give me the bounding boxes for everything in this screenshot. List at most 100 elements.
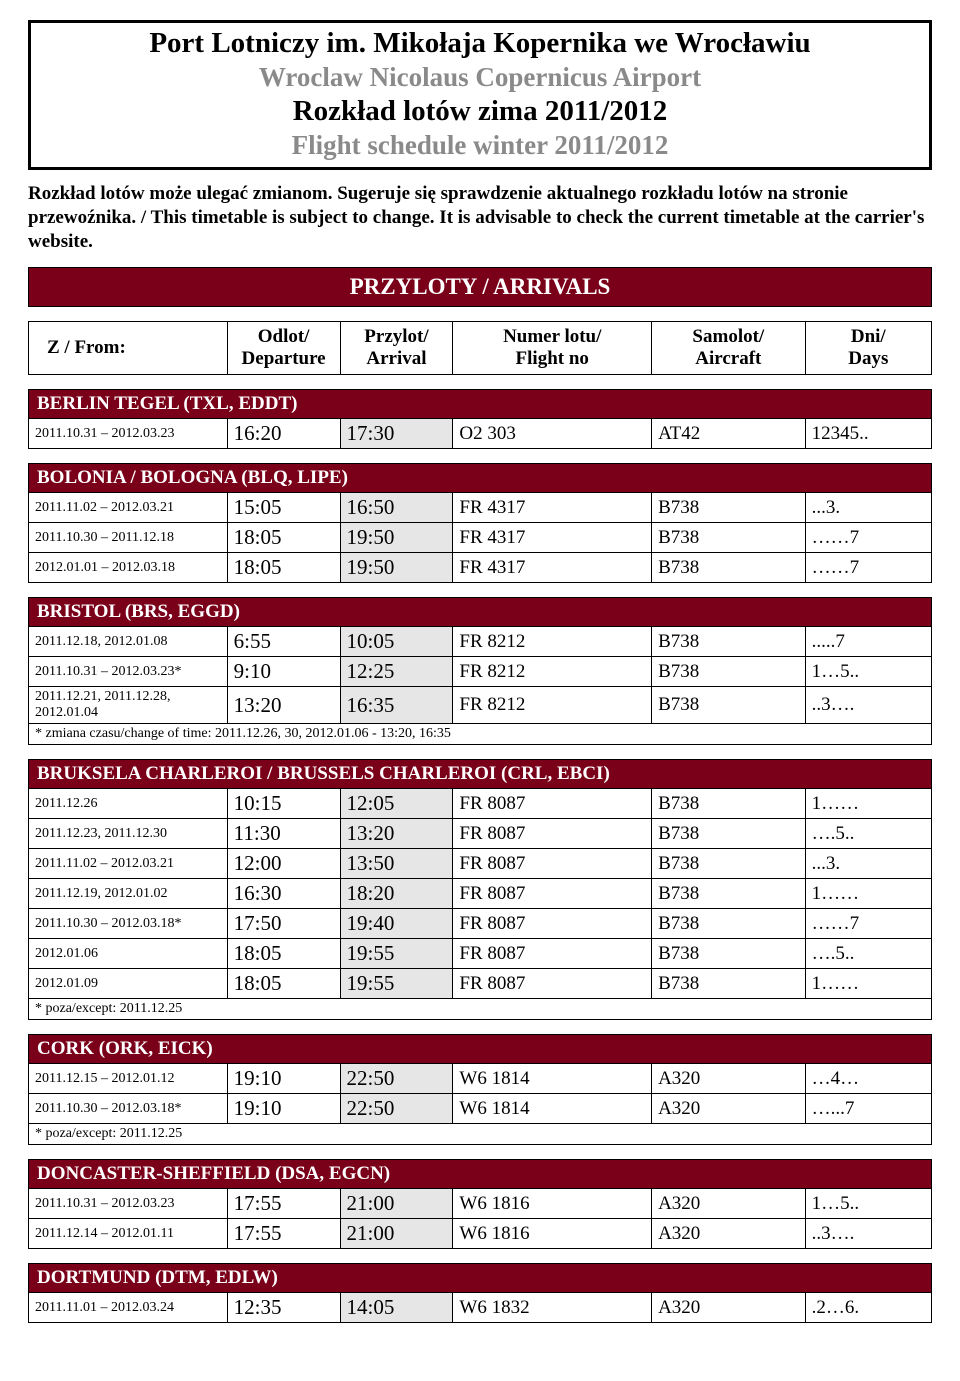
- flight-row: 2012.01.01 – 2012.03.1818:0519:50FR 4317…: [29, 553, 932, 583]
- departure-time: 19:10: [227, 1094, 340, 1124]
- departure-time: 17:50: [227, 909, 340, 939]
- arrival-time: 12:25: [340, 657, 453, 687]
- flight-row: 2011.12.23, 2011.12.3011:3013:20FR 8087B…: [29, 819, 932, 849]
- arrival-time: 16:35: [340, 687, 453, 724]
- col-dep: Odlot/Departure: [227, 322, 340, 375]
- aircraft-type: B738: [652, 657, 806, 687]
- flight-table: 2011.12.18, 2012.01.086:5510:05FR 8212B7…: [28, 626, 932, 745]
- flight-row: 2011.10.31 – 2012.03.23*9:1012:25FR 8212…: [29, 657, 932, 687]
- flight-row: 2011.12.15 – 2012.01.1219:1022:50W6 1814…: [29, 1064, 932, 1094]
- aircraft-type: B738: [652, 553, 806, 583]
- flight-number: FR 8087: [453, 879, 652, 909]
- days: 1……: [805, 879, 931, 909]
- arrival-time: 16:50: [340, 493, 453, 523]
- destination-header: DONCASTER-SHEFFIELD (DSA, EGCN): [28, 1159, 932, 1188]
- flight-table: 2011.11.02 – 2012.03.2115:0516:50FR 4317…: [28, 492, 932, 583]
- days: 12345..: [805, 419, 931, 449]
- days: .2…6.: [805, 1293, 931, 1323]
- destination-header: DORTMUND (DTM, EDLW): [28, 1263, 932, 1292]
- flight-table: 2011.10.31 – 2012.03.2317:5521:00W6 1816…: [28, 1188, 932, 1249]
- days: …...7: [805, 1094, 931, 1124]
- arrivals-banner: PRZYLOTY / ARRIVALS: [28, 267, 932, 307]
- flight-table: 2011.12.2610:1512:05FR 8087B7381……2011.1…: [28, 788, 932, 1020]
- title-pl: Port Lotniczy im. Mikołaja Kopernika we …: [39, 27, 921, 60]
- departure-time: 17:55: [227, 1219, 340, 1249]
- aircraft-type: B738: [652, 493, 806, 523]
- destination-section: CORK (ORK, EICK)2011.12.15 – 2012.01.121…: [28, 1034, 932, 1145]
- date-range: 2011.10.30 – 2012.03.18*: [29, 909, 228, 939]
- arrival-time: 10:05: [340, 627, 453, 657]
- days: ..3….: [805, 1219, 931, 1249]
- aircraft-type: B738: [652, 939, 806, 969]
- departure-time: 19:10: [227, 1064, 340, 1094]
- arrival-time: 19:50: [340, 523, 453, 553]
- arrival-time: 17:30: [340, 419, 453, 449]
- schedule-en: Flight schedule winter 2011/2012: [39, 130, 921, 161]
- flight-number: FR 4317: [453, 523, 652, 553]
- flight-row: 2011.10.30 – 2012.03.18*17:5019:40FR 808…: [29, 909, 932, 939]
- days: 1…5..: [805, 1189, 931, 1219]
- arrival-time: 14:05: [340, 1293, 453, 1323]
- days: ….5..: [805, 819, 931, 849]
- aircraft-type: B738: [652, 523, 806, 553]
- date-range: 2011.12.21, 2011.12.28, 2012.01.04: [29, 687, 228, 724]
- flight-number: W6 1814: [453, 1094, 652, 1124]
- departure-time: 9:10: [227, 657, 340, 687]
- date-range: 2011.11.02 – 2012.03.21: [29, 849, 228, 879]
- days: .....7: [805, 627, 931, 657]
- departure-time: 17:55: [227, 1189, 340, 1219]
- arrival-time: 12:05: [340, 789, 453, 819]
- flight-number: FR 8212: [453, 657, 652, 687]
- departure-time: 6:55: [227, 627, 340, 657]
- aircraft-type: B738: [652, 789, 806, 819]
- destination-section: BRISTOL (BRS, EGGD)2011.12.18, 2012.01.0…: [28, 597, 932, 745]
- departure-time: 18:05: [227, 939, 340, 969]
- aircraft-type: B738: [652, 819, 806, 849]
- flight-number: FR 8087: [453, 909, 652, 939]
- departure-time: 18:05: [227, 969, 340, 999]
- footnote-row: * zmiana czasu/change of time: 2011.12.2…: [29, 724, 932, 745]
- flight-row: 2011.10.30 – 2011.12.1818:0519:50FR 4317…: [29, 523, 932, 553]
- flight-number: W6 1816: [453, 1189, 652, 1219]
- aircraft-type: B738: [652, 969, 806, 999]
- departure-time: 10:15: [227, 789, 340, 819]
- date-range: 2011.11.01 – 2012.03.24: [29, 1293, 228, 1323]
- aircraft-type: B738: [652, 627, 806, 657]
- destination-section: DONCASTER-SHEFFIELD (DSA, EGCN)2011.10.3…: [28, 1159, 932, 1249]
- flight-number: FR 8212: [453, 627, 652, 657]
- aircraft-type: A320: [652, 1189, 806, 1219]
- flight-row: 2011.11.02 – 2012.03.2115:0516:50FR 4317…: [29, 493, 932, 523]
- flight-number: FR 8212: [453, 687, 652, 724]
- flight-number: FR 8087: [453, 789, 652, 819]
- flight-row: 2011.12.14 – 2012.01.1117:5521:00W6 1816…: [29, 1219, 932, 1249]
- flight-number: FR 8087: [453, 849, 652, 879]
- date-range: 2011.12.23, 2011.12.30: [29, 819, 228, 849]
- date-range: 2012.01.06: [29, 939, 228, 969]
- date-range: 2011.10.31 – 2012.03.23: [29, 1189, 228, 1219]
- arrival-time: 19:55: [340, 939, 453, 969]
- date-range: 2012.01.01 – 2012.03.18: [29, 553, 228, 583]
- footnote-text: * poza/except: 2011.12.25: [29, 999, 932, 1020]
- departure-time: 16:30: [227, 879, 340, 909]
- aircraft-type: B738: [652, 879, 806, 909]
- days: ...3.: [805, 849, 931, 879]
- date-range: 2011.12.15 – 2012.01.12: [29, 1064, 228, 1094]
- flight-table: 2011.11.01 – 2012.03.2412:3514:05W6 1832…: [28, 1292, 932, 1323]
- destination-section: DORTMUND (DTM, EDLW)2011.11.01 – 2012.03…: [28, 1263, 932, 1323]
- arrival-time: 19:50: [340, 553, 453, 583]
- date-range: 2011.12.26: [29, 789, 228, 819]
- col-days: Dni/Days: [805, 322, 931, 375]
- date-range: 2011.10.31 – 2012.03.23*: [29, 657, 228, 687]
- destination-header: BRISTOL (BRS, EGGD): [28, 597, 932, 626]
- flight-row: 2011.12.21, 2011.12.28, 2012.01.0413:201…: [29, 687, 932, 724]
- departure-time: 13:20: [227, 687, 340, 724]
- arrival-time: 21:00: [340, 1189, 453, 1219]
- days: 1…5..: [805, 657, 931, 687]
- destination-header: BERLIN TEGEL (TXL, EDDT): [28, 389, 932, 418]
- departure-time: 12:35: [227, 1293, 340, 1323]
- departure-time: 18:05: [227, 523, 340, 553]
- flight-row: 2011.12.2610:1512:05FR 8087B7381……: [29, 789, 932, 819]
- flight-row: 2011.10.31 – 2012.03.2317:5521:00W6 1816…: [29, 1189, 932, 1219]
- flight-table: 2011.10.31 – 2012.03.2316:2017:30O2 303A…: [28, 418, 932, 449]
- days: ..3….: [805, 687, 931, 724]
